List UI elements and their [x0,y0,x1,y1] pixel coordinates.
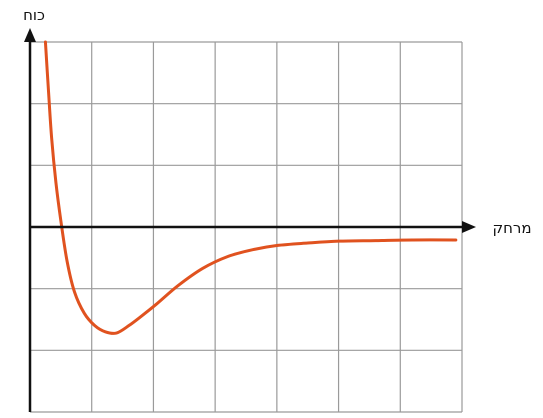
force-curve [43,40,458,335]
y-axis-arrow-icon [24,28,36,42]
x-axis-label: מרחק [492,219,531,237]
x-axis-arrow-icon [462,221,476,233]
y-axis-label: כוח [23,6,45,24]
